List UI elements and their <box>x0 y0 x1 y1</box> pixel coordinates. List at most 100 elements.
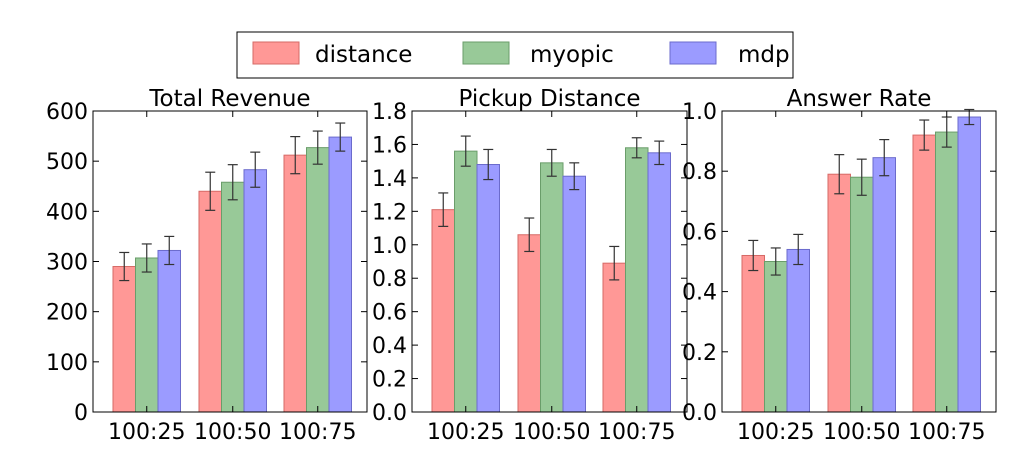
bar-mdp-1 <box>562 175 586 413</box>
error-bar-distance-2 <box>919 119 930 151</box>
error-bar-mdp-0 <box>483 148 494 181</box>
error-bar-mdp-2 <box>964 108 975 126</box>
y-tick-label: 0.4 <box>372 334 407 359</box>
bar-mdp-2 <box>647 152 671 413</box>
error-bar-distance-0 <box>748 239 759 272</box>
bar-myopic-1 <box>850 176 874 413</box>
y-tick-label: 0.6 <box>682 220 717 245</box>
y-tick-label: 1.2 <box>372 200 407 225</box>
y-tick-label: 1.6 <box>372 133 407 158</box>
y-tick-label: 0.8 <box>372 267 407 292</box>
error-bar-mdp-2 <box>654 140 665 166</box>
error-bar-distance-1 <box>524 217 535 253</box>
bar-mdp-0 <box>476 164 500 413</box>
legend-swatch-distance <box>252 41 300 65</box>
legend-label-distance: distance <box>315 42 412 68</box>
error-bar-distance-0 <box>119 251 130 282</box>
bar-myopic-2 <box>306 147 330 413</box>
bar-mdp-1 <box>243 169 267 413</box>
x-tick-label: 100:75 <box>279 420 356 445</box>
error-bar-distance-1 <box>205 171 216 211</box>
y-tick-label: 0.0 <box>372 401 407 426</box>
x-tick-label: 100:50 <box>823 420 900 445</box>
error-bar-mdp-0 <box>164 235 175 266</box>
chart-panel-0: 0 100 200 300 400 500 600 100:25 100:50 100:75 Tot… <box>46 86 368 445</box>
y-tick-label: 100 <box>46 351 88 376</box>
bar-distance-0 <box>741 254 765 413</box>
y-tick-label: 0.4 <box>682 281 717 306</box>
legend-label-myopic: myopic <box>530 42 614 68</box>
x-tick-label: 100:75 <box>598 420 675 445</box>
x-tick-label: 100:25 <box>108 420 185 445</box>
chart-panels: 0 100 200 300 400 500 600 100:25 100:50 100:75 Tot… <box>46 86 997 445</box>
y-tick-label: 0.8 <box>682 160 717 185</box>
bar-distance-1 <box>827 173 851 413</box>
panel-title: Pickup Distance <box>458 86 640 112</box>
axes-frame-2 <box>721 110 997 413</box>
x-tick-label: 100:25 <box>427 420 504 445</box>
error-bar-mdp-1 <box>250 151 261 188</box>
error-bar-myopic-1 <box>227 164 238 201</box>
bar-myopic-2 <box>935 131 959 413</box>
bar-distance-1 <box>198 190 222 413</box>
y-tick-label: 0.2 <box>372 368 407 393</box>
panel-title: Total Revenue <box>148 86 310 112</box>
error-bar-distance-0 <box>438 192 449 227</box>
bar-distance-1 <box>517 234 541 413</box>
bar-myopic-0 <box>135 257 159 413</box>
error-bar-myopic-0 <box>460 135 471 167</box>
bar-myopic-0 <box>764 261 788 413</box>
bar-mdp-2 <box>328 136 352 413</box>
y-tick-label: 0.6 <box>372 301 407 326</box>
y-tick-label: 1.8 <box>372 100 407 125</box>
bar-mdp-2 <box>957 116 981 413</box>
bar-distance-2 <box>283 154 307 413</box>
bar-myopic-0 <box>454 150 478 413</box>
axes-frame-1 <box>411 110 688 413</box>
y-tick-label: 1.0 <box>372 234 407 259</box>
y-tick-label: 1.4 <box>372 167 407 192</box>
legend-swatch-mdp <box>669 41 717 65</box>
error-bar-myopic-1 <box>856 158 867 196</box>
x-tick-label: 100:50 <box>513 420 590 445</box>
chart-panel-1: 0.0 0.2 0.4 0.6 0.8 1.0 1.2 1.4 1.6 1.8 100:25 100:… <box>372 86 688 445</box>
bar-mdp-0 <box>157 249 181 413</box>
error-bar-distance-2 <box>609 245 620 281</box>
chart-panel-2: 0.0 0.2 0.4 0.6 0.8 1.0 100:25 100:50 100:75 Answ… <box>682 86 997 445</box>
legend-label-mdp: mdp <box>738 42 790 68</box>
error-bar-myopic-2 <box>941 116 952 148</box>
y-tick-label: 500 <box>46 150 88 175</box>
y-tick-label: 600 <box>46 100 88 125</box>
bar-distance-0 <box>431 209 455 413</box>
bar-mdp-1 <box>872 157 896 413</box>
error-bar-distance-2 <box>290 135 301 175</box>
y-tick-label: 400 <box>46 200 88 225</box>
bar-myopic-1 <box>221 181 245 413</box>
error-bar-mdp-2 <box>335 122 346 152</box>
bar-mdp-0 <box>786 248 810 413</box>
y-tick-label: 0.0 <box>682 401 717 426</box>
y-tick-label: 300 <box>46 251 88 276</box>
x-tick-label: 100:50 <box>194 420 271 445</box>
y-tick-label: 200 <box>46 301 88 326</box>
bar-myopic-1 <box>540 162 564 413</box>
legend-swatch-myopic <box>462 41 510 65</box>
y-tick-label: 0.2 <box>682 341 717 366</box>
bar-myopic-2 <box>625 147 649 413</box>
error-bar-distance-1 <box>834 154 845 195</box>
error-bar-myopic-2 <box>312 130 323 165</box>
bar-distance-2 <box>602 262 626 413</box>
bar-distance-2 <box>912 134 936 413</box>
legend: distance myopic mdp <box>236 31 794 79</box>
error-bar-myopic-0 <box>141 243 152 273</box>
error-bar-myopic-1 <box>546 148 557 177</box>
error-bar-mdp-0 <box>793 233 804 266</box>
x-tick-label: 100:25 <box>737 420 814 445</box>
y-tick-label: 0 <box>74 401 88 426</box>
panel-title: Answer Rate <box>787 86 932 112</box>
error-bar-mdp-1 <box>879 138 890 177</box>
x-tick-label: 100:75 <box>908 420 985 445</box>
error-bar-myopic-0 <box>770 247 781 276</box>
error-bar-mdp-1 <box>569 162 580 191</box>
bar-distance-0 <box>112 266 136 413</box>
